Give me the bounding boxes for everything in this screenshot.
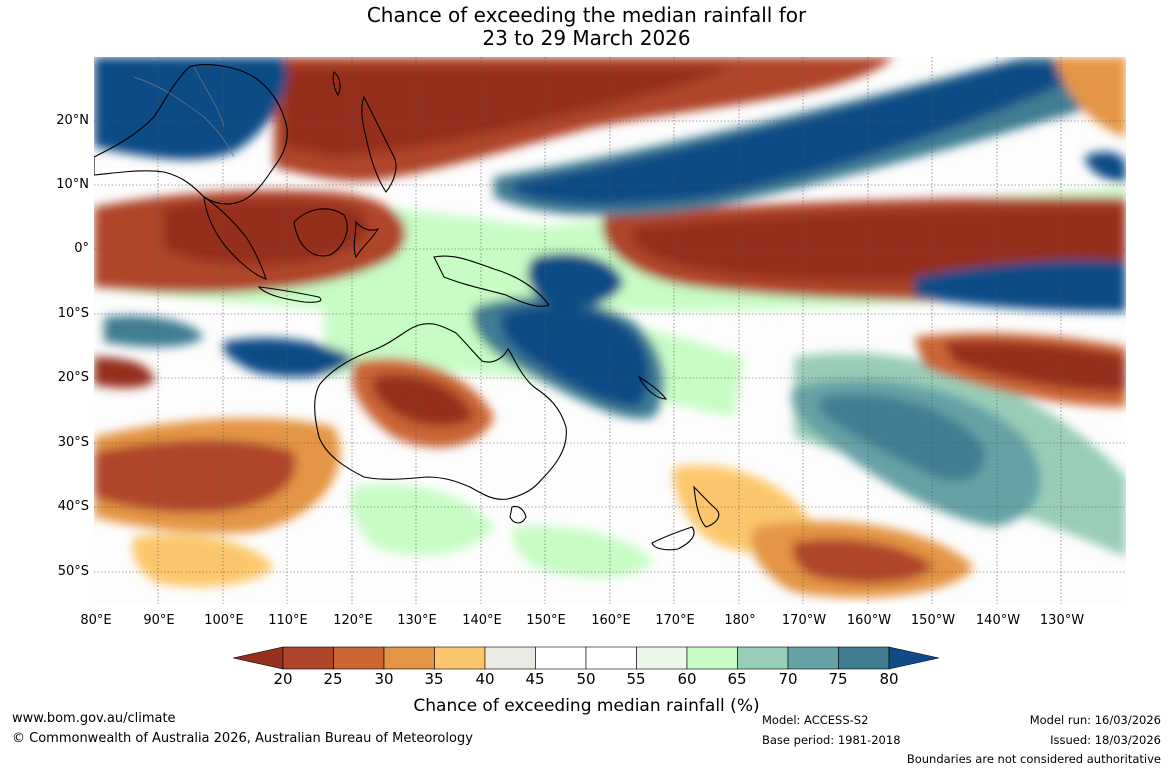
asia-coast [94,64,288,205]
colorbar-segment-30 [383,646,435,670]
copyright-text: © Commonwealth of Australia 2026, Austra… [12,731,473,746]
lon-label-170e: 170°E [655,613,695,628]
legend-tick-30: 30 [374,670,394,688]
legend-tick-50: 50 [576,670,596,688]
lat-label-20s: 20°S [57,370,89,385]
lat-label-10n: 10°N [56,177,89,192]
probability-field [94,57,1126,598]
new-zealand-north [693,485,720,528]
model-text: Model: ACCESS-S2 [762,713,869,727]
colorbar-segment-65 [737,646,789,670]
lon-label-160w: 160°W [846,613,892,628]
base-period-text: Base period: 1981-2018 [762,733,901,747]
lat-label-50s: 50°S [57,564,89,579]
lat-label-30s: 30°S [57,435,89,450]
java-coast [257,286,322,303]
lon-label-80e: 80°E [80,613,112,628]
colorbar-segment-40 [484,646,536,670]
legend-tick-45: 45 [525,670,545,688]
disclaimer-text: Boundaries are not considered authoritat… [906,752,1161,766]
lat-label-40s: 40°S [57,499,89,514]
borneo-coast [293,208,348,257]
legend-tick-35: 35 [424,670,444,688]
colorbar-segment-55 [636,646,688,670]
country-borders [133,66,235,158]
lon-label-160e: 160°E [591,613,631,628]
lon-label-150w: 150°W [910,613,956,628]
issued-text: Issued: 18/03/2026 [1050,733,1161,747]
sulawesi-coast [353,220,380,259]
legend-title: Chance of exceeding median rainfall (%) [413,696,760,716]
legend-tick-40: 40 [475,670,495,688]
coastlines [94,64,720,551]
title-line-1: Chance of exceeding the median rainfall … [366,3,807,27]
colorbar-segment-75 [838,646,890,670]
rainfall-map [94,57,1126,604]
legend-tick-25: 25 [323,670,343,688]
australia-coast [314,323,567,500]
map-canvas [94,57,1126,604]
tasmania-coast [509,505,527,524]
lon-label-130e: 130°E [397,613,437,628]
colorbar-segment-45 [535,646,587,670]
lon-label-180: 180° [724,613,756,628]
lon-label-150e: 150°E [526,613,566,628]
colorbar [233,646,939,670]
lon-label-140e: 140°E [462,613,502,628]
new-caledonia-coast [637,375,668,400]
lat-label-0: 0° [74,241,89,256]
colorbar-segment-70 [787,646,839,670]
website-link[interactable]: www.bom.gov.au/climate [12,711,176,726]
lat-label-20n: 20°N [56,113,89,128]
new-zealand-south [651,526,695,551]
colorbar-segment-60 [686,646,738,670]
lon-label-170w: 170°W [781,613,827,628]
new-guinea-coast [433,255,550,307]
legend-tick-55: 55 [626,670,646,688]
lon-label-140w: 140°W [975,613,1021,628]
taiwan-coast [332,71,341,97]
lon-label-120e: 120°E [333,613,373,628]
colorbar-segment-35 [434,646,486,670]
lon-label-130w: 130°W [1039,613,1085,628]
model-run-text: Model run: 16/03/2026 [1029,713,1161,727]
lat-label-10s: 10°S [57,306,89,321]
title-line-2: 23 to 29 March 2026 [482,26,691,50]
colorbar-right-arrow [888,646,939,670]
legend-tick-80: 80 [879,670,899,688]
legend-tick-65: 65 [727,670,747,688]
lon-label-110e: 110°E [268,613,308,628]
colorbar-segment-25 [333,646,385,670]
graticule [94,57,1126,604]
legend-tick-20: 20 [273,670,293,688]
chart-title: Chance of exceeding the median rainfall … [0,4,1173,50]
legend-tick-70: 70 [778,670,798,688]
sumatra-coast [203,195,267,280]
colorbar-left-arrow [233,646,284,670]
philippines-coast [361,95,397,193]
legend-tick-60: 60 [677,670,697,688]
colorbar-segment-50 [585,646,637,670]
legend-tick-75: 75 [828,670,848,688]
lon-label-90e: 90°E [143,613,175,628]
lon-label-100e: 100°E [204,613,244,628]
colorbar-segment-20 [282,646,334,670]
